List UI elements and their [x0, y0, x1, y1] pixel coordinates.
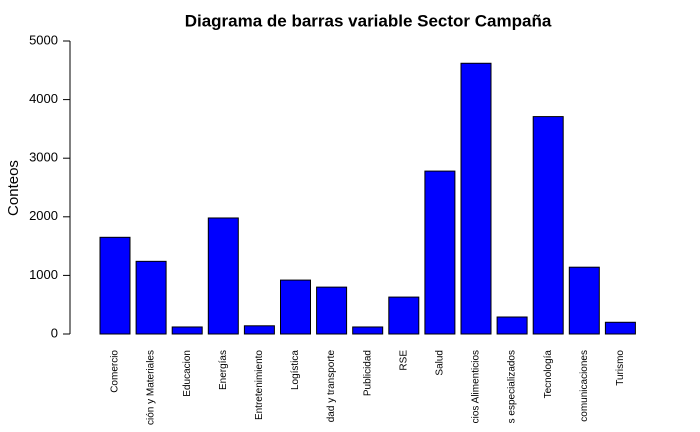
bar	[460, 62, 492, 335]
x-tick-label: ción y Materiales	[146, 350, 157, 425]
bar	[568, 266, 600, 335]
x-tick-label: comunicaciones	[579, 350, 590, 422]
x-tick-label: Salud	[435, 350, 446, 376]
y-tick-label: 0	[51, 325, 58, 340]
y-tick-label: 3000	[29, 150, 58, 165]
chart-title: Diagrama de barras variable Sector Campa…	[185, 11, 552, 30]
bar	[135, 260, 167, 335]
bar	[352, 326, 384, 335]
bar	[316, 286, 348, 335]
y-tick-label: 5000	[29, 32, 58, 47]
bar	[280, 279, 311, 335]
x-tick-label: Logística	[290, 350, 301, 390]
bar	[604, 321, 636, 335]
y-tick-label: 2000	[29, 208, 58, 223]
bar	[99, 236, 131, 335]
y-tick-label: 1000	[29, 267, 58, 282]
x-tick-label: s especializados	[507, 350, 518, 423]
x-tick-label: Educacion	[182, 350, 193, 397]
bar	[388, 296, 420, 335]
bar	[171, 326, 203, 335]
x-tick-label: Entretenimiento	[254, 350, 265, 420]
bar	[496, 316, 528, 335]
bar	[424, 170, 456, 335]
bar	[243, 325, 275, 335]
x-tick-label: Tecnología	[543, 350, 554, 399]
x-tick-label: Publicidad	[362, 350, 373, 396]
x-tick-label: Energías	[218, 350, 229, 390]
y-tick-label: 4000	[29, 91, 58, 106]
x-tick-label: Comercio	[110, 350, 121, 393]
x-tick-label: dad y transporte	[326, 350, 337, 423]
bar	[207, 217, 239, 335]
y-axis-label: Conteos	[5, 160, 22, 216]
bar	[532, 116, 564, 335]
x-tick-label: cios Alimenticios	[471, 350, 482, 423]
x-tick-label: RSE	[398, 350, 409, 371]
x-tick-label: Turismo	[615, 350, 626, 386]
